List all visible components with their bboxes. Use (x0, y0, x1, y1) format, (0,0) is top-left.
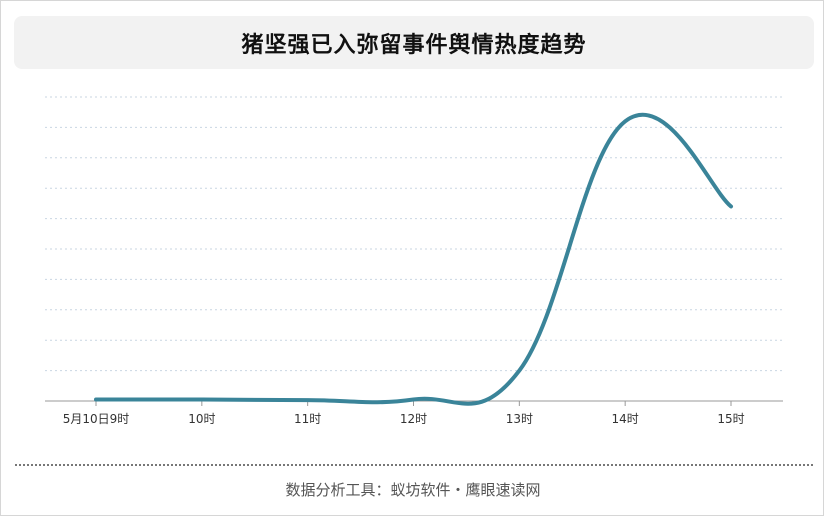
footer-source: 数据分析工具：蚁坊软件・鹰眼速读网 (285, 481, 541, 499)
x-tick-label: 5月10日9时 (63, 412, 130, 426)
series-group (94, 112, 733, 406)
title-bar: 猪坚强已入弥留事件舆情热度趋势 (14, 16, 814, 69)
grid-lines (45, 96, 783, 372)
series-line (94, 112, 733, 406)
x-tick-labels: 5月10日9时 10时 11时 12时 13时 14时 15时 (63, 412, 745, 426)
x-tick-label: 15时 (717, 412, 744, 426)
footer-divider (15, 464, 813, 466)
x-axis (45, 400, 783, 406)
chart-title: 猪坚强已入弥留事件舆情热度趋势 (241, 32, 587, 58)
x-tick-label: 10时 (188, 412, 215, 426)
x-tick-label: 12时 (400, 412, 427, 426)
x-tick-label: 14时 (612, 412, 639, 426)
x-tick-label: 11时 (294, 412, 321, 426)
x-tick-label: 13时 (506, 412, 533, 426)
